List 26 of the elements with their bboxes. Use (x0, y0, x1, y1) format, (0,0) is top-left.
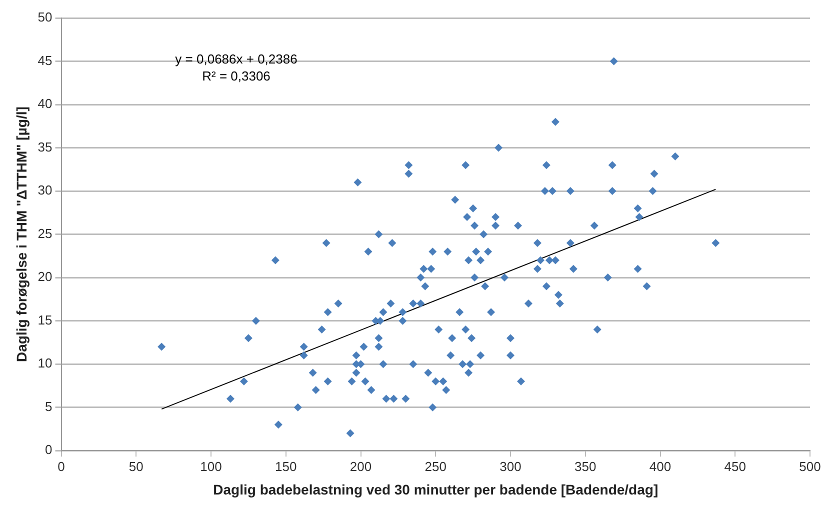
y-tick-label: 20 (38, 269, 52, 284)
x-tick-label: 150 (275, 458, 297, 474)
y-tick-label: 5 (45, 398, 52, 414)
x-tick-label: 500 (799, 458, 821, 474)
x-tick-label: 50 (128, 458, 144, 474)
y-axis-title: Daglig forøgelse i THM "ΔTTHM" [µg/l] (13, 106, 30, 362)
x-tick-label: 300 (500, 458, 522, 474)
x-tick-label: 200 (350, 458, 372, 474)
x-tick-label: 100 (200, 458, 222, 474)
x-tick-label: 450 (724, 458, 746, 474)
x-tick-label: 250 (424, 458, 446, 474)
x-tick-label: 400 (649, 458, 672, 474)
x-tick-label: 350 (574, 458, 596, 474)
y-tick-label: 35 (38, 139, 52, 154)
y-tick-label: 25 (38, 226, 52, 241)
y-tick-label: 15 (38, 312, 52, 328)
y-tick-label: 10 (38, 356, 52, 371)
x-tick-label: 0 (58, 458, 65, 474)
y-tick-label: 0 (45, 442, 52, 458)
y-tick-label: 40 (38, 96, 52, 112)
y-tick-label: 50 (38, 10, 52, 25)
annotation: y = 0,0686x + 0,2386 (175, 52, 298, 67)
x-axis-title: Daglig badebelastning ved 30 minutter per badende [Badende/dag] (213, 481, 658, 498)
y-tick-label: 45 (38, 52, 52, 68)
annotation: R² = 0,3306 (202, 68, 270, 84)
y-tick-label: 30 (38, 182, 52, 198)
